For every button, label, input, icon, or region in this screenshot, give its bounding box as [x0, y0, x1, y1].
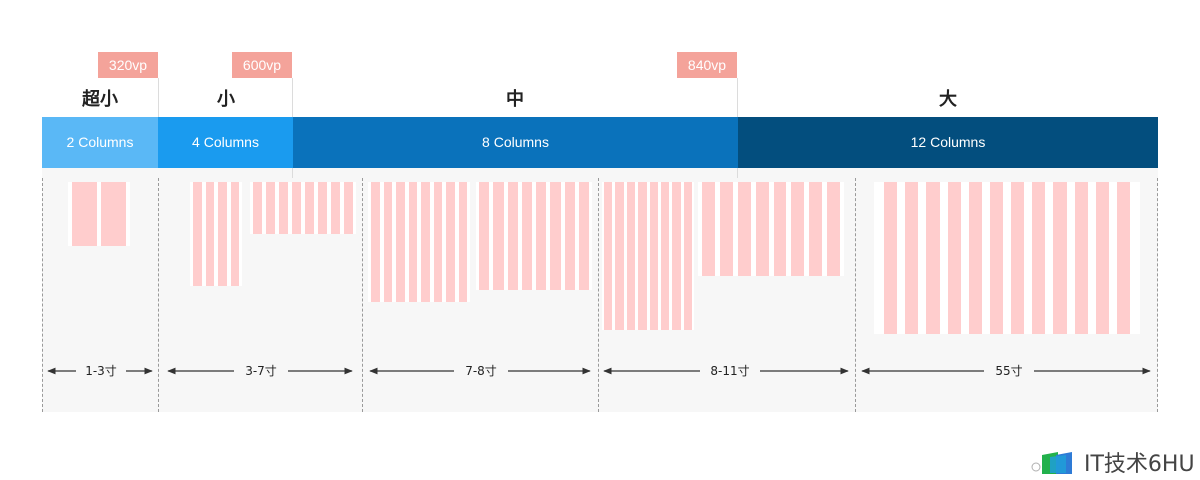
grid-column — [1095, 182, 1109, 334]
grid-column — [279, 182, 288, 234]
grid-column — [626, 182, 636, 330]
size-class-lg: 大 — [939, 89, 957, 110]
range-separator — [1157, 178, 1158, 412]
column-bar-8: 8 Columns — [293, 117, 738, 168]
grid-column — [408, 182, 417, 302]
range-label-8-11: 8-11寸 — [700, 362, 760, 380]
grid-column — [719, 182, 733, 276]
watermark-text: IT技术6HU — [1084, 452, 1195, 477]
size-class-sm: 小 — [217, 89, 235, 110]
grid-column — [536, 182, 547, 290]
grid-column — [507, 182, 518, 290]
watermark-icon — [1031, 452, 1072, 474]
grid-column — [331, 182, 340, 234]
device-mockup — [368, 182, 470, 302]
grid-column — [755, 182, 769, 276]
column-bar-12: 12 Columns — [738, 117, 1158, 168]
grid-column — [773, 182, 787, 276]
range-separator — [598, 178, 599, 412]
grid-column — [884, 182, 898, 334]
grid-column — [292, 182, 301, 234]
grid-column — [458, 182, 467, 302]
device-mockup — [68, 182, 130, 246]
watermark-logo: IT技术6HU — [1030, 444, 1195, 480]
grid-column — [827, 182, 840, 276]
range-label-1-3: 1-3寸 — [76, 362, 126, 380]
range-separator — [42, 178, 43, 412]
column-bar-4: 4 Columns — [158, 117, 293, 168]
device-mockup — [476, 182, 592, 290]
grid-column — [1074, 182, 1088, 334]
grid-column — [947, 182, 961, 334]
range-label-3-7: 3-7寸 — [234, 362, 288, 380]
grid-column — [218, 182, 227, 286]
grid-column — [604, 182, 613, 330]
grid-column — [1053, 182, 1067, 334]
range-separator — [158, 178, 159, 412]
grid-column — [193, 182, 202, 286]
grid-column — [371, 182, 380, 302]
grid-column — [905, 182, 919, 334]
grid-column — [564, 182, 575, 290]
column-bar-2: 2 Columns — [42, 117, 158, 168]
grid-column — [702, 182, 715, 276]
grid-column — [660, 182, 670, 330]
grid-column — [926, 182, 940, 334]
grid-column — [383, 182, 392, 302]
size-class-xs: 超小 — [82, 89, 118, 110]
grid-column — [253, 182, 262, 234]
device-mockup — [698, 182, 844, 276]
grid-column — [968, 182, 982, 334]
grid-column — [318, 182, 327, 234]
grid-column — [550, 182, 561, 290]
range-label-7-8: 7-8寸 — [454, 362, 508, 380]
grid-column — [672, 182, 681, 330]
breakpoint-tag-840vp: 840vp — [677, 52, 737, 78]
breakpoint-line-320 — [158, 78, 159, 118]
grid-column — [205, 182, 214, 286]
breakpoint-tag-600vp: 600vp — [232, 52, 292, 78]
grid-column — [1011, 182, 1025, 334]
grid-column — [578, 182, 589, 290]
grid-column — [421, 182, 430, 302]
grid-column — [479, 182, 490, 290]
size-class-md: 中 — [506, 89, 524, 110]
grid-column — [101, 182, 126, 246]
grid-column — [344, 182, 353, 234]
grid-column — [446, 182, 455, 302]
grid-column — [1032, 182, 1046, 334]
grid-column — [615, 182, 624, 330]
grid-column — [305, 182, 314, 234]
range-separator — [855, 178, 856, 412]
grid-column — [521, 182, 532, 290]
grid-column — [649, 182, 658, 330]
grid-column — [493, 182, 504, 290]
grid-column — [1116, 182, 1131, 334]
grid-column — [638, 182, 647, 330]
grid-column — [396, 182, 405, 302]
grid-column — [433, 182, 442, 302]
grid-column — [683, 182, 692, 330]
device-mockup — [250, 182, 356, 234]
range-label-55: 55寸 — [984, 362, 1034, 380]
grid-column — [72, 182, 97, 246]
grid-column — [266, 182, 275, 234]
grid-column — [791, 182, 805, 276]
grid-column — [989, 182, 1004, 334]
device-mockup — [602, 182, 694, 330]
grid-column — [230, 182, 239, 286]
device-mockup — [190, 182, 242, 286]
grid-column — [809, 182, 823, 276]
grid-column — [737, 182, 751, 276]
device-mockup — [874, 182, 1140, 334]
range-separator — [362, 178, 363, 412]
breakpoint-tag-320vp: 320vp — [98, 52, 158, 78]
